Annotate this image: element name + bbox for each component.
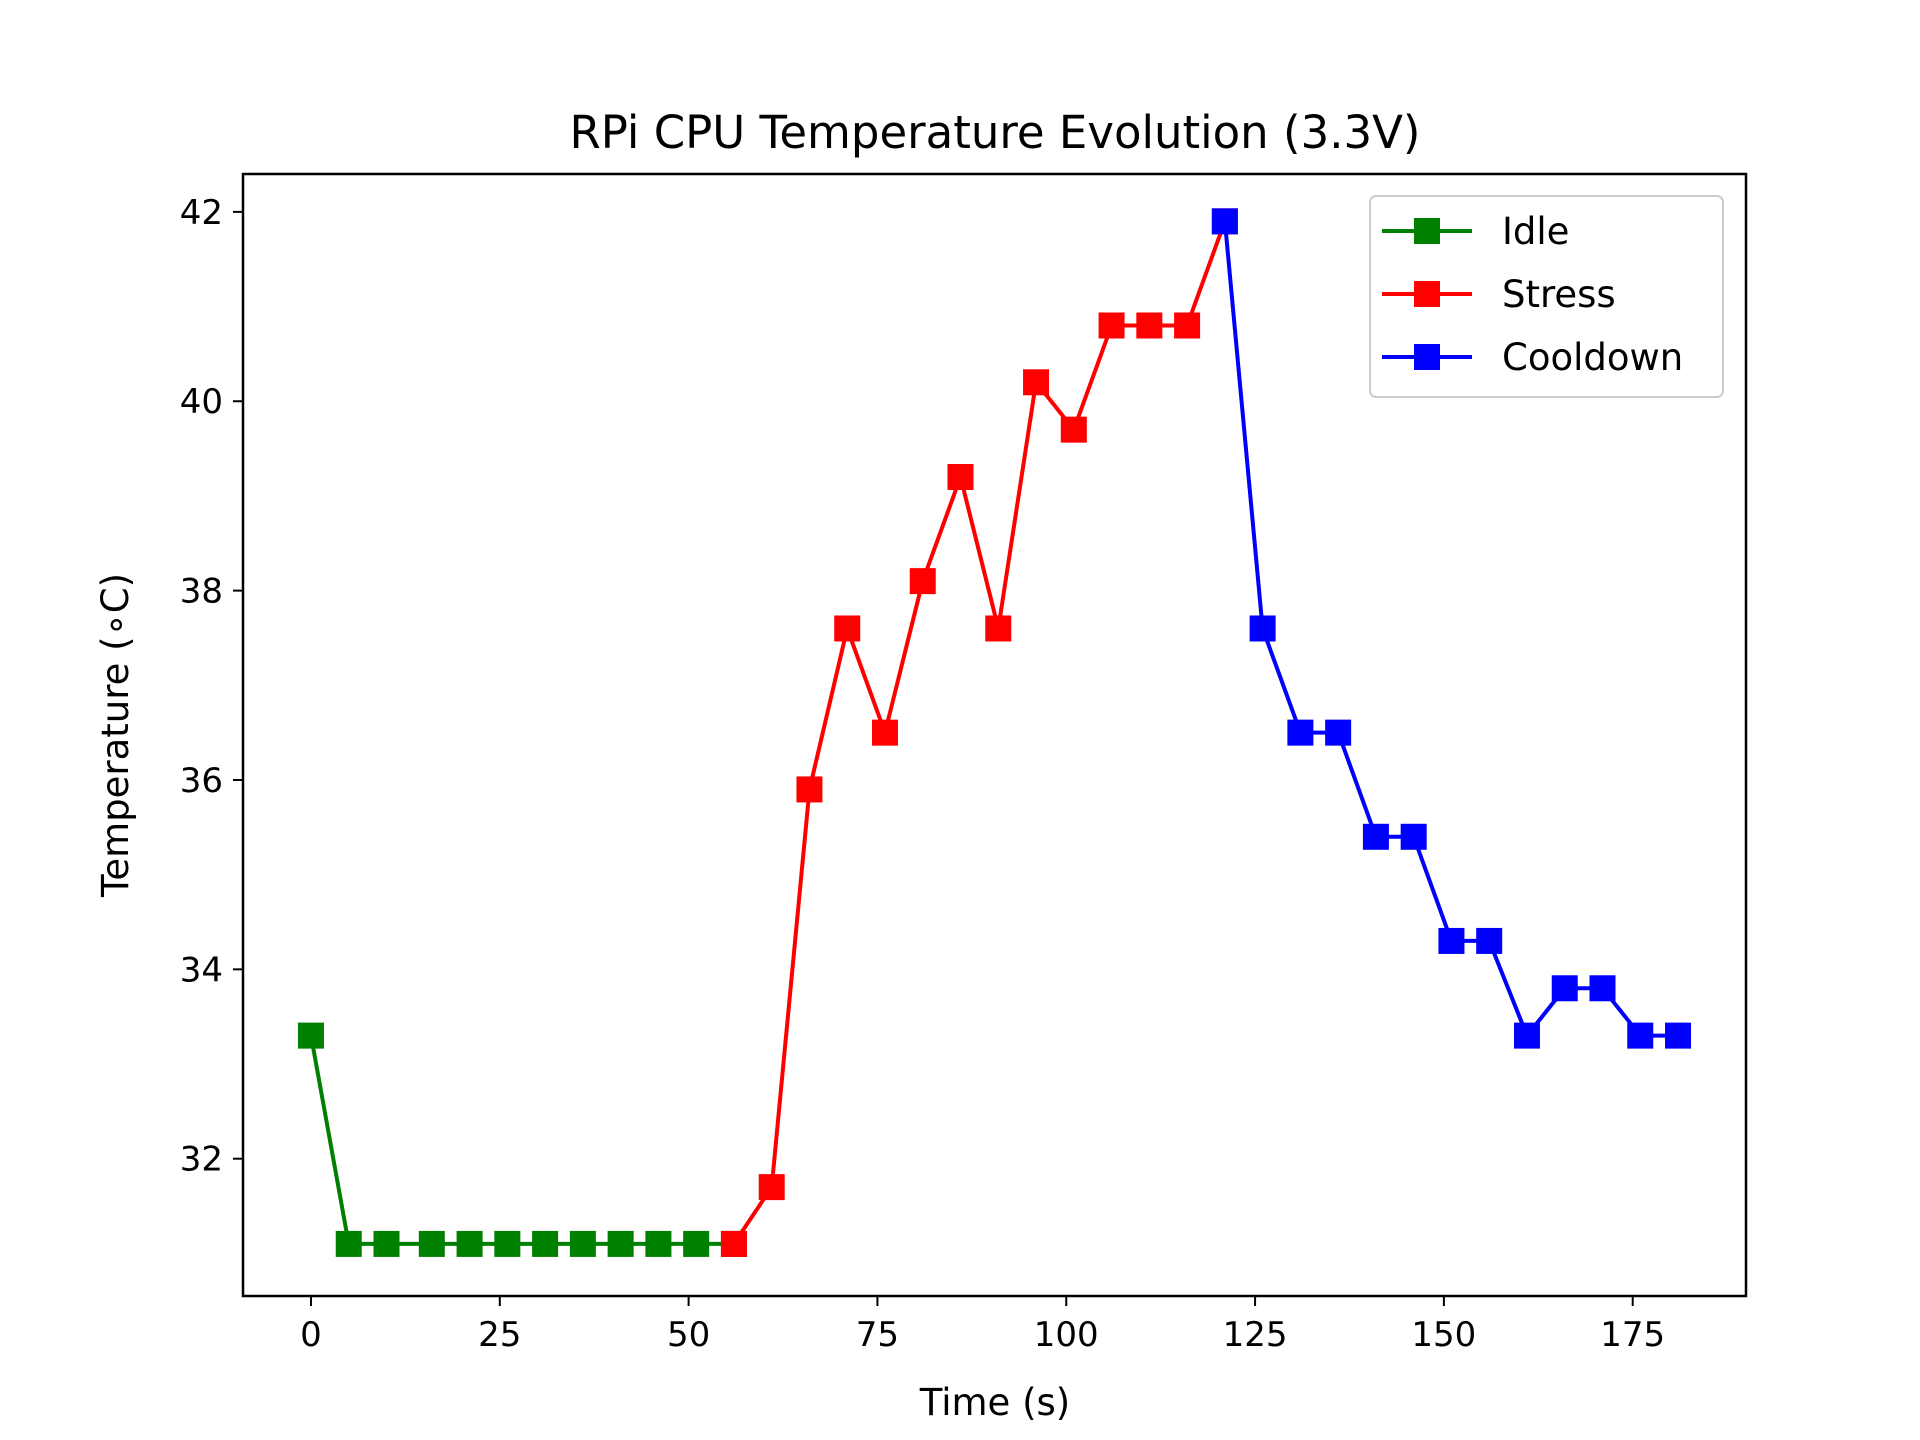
data-point [1325, 719, 1352, 746]
data-point [1400, 823, 1427, 850]
data-point [947, 463, 974, 490]
x-tick-label: 100 [1034, 1315, 1099, 1355]
data-point [1287, 719, 1314, 746]
data-point [373, 1230, 400, 1257]
data-point [1627, 1022, 1654, 1049]
legend-marker [1414, 344, 1440, 370]
data-point [456, 1230, 483, 1257]
y-tick-label: 34 [180, 950, 223, 990]
data-point [494, 1230, 521, 1257]
data-point [569, 1230, 596, 1257]
data-point [1211, 208, 1238, 235]
x-tick-label: 125 [1223, 1315, 1288, 1355]
legend-item: Stress [1382, 273, 1616, 316]
x-tick-label: 175 [1600, 1315, 1665, 1355]
data-point [1136, 312, 1163, 339]
data-point [1476, 927, 1503, 954]
legend-marker [1414, 281, 1440, 307]
y-tick-label: 38 [180, 572, 223, 612]
legend-item: Idle [1382, 210, 1569, 253]
x-tick-label: 25 [478, 1315, 521, 1355]
data-point [645, 1230, 672, 1257]
x-tick-label: 75 [856, 1315, 899, 1355]
data-point [1023, 369, 1050, 396]
legend-item: Cooldown [1382, 336, 1683, 379]
y-tick-label: 42 [180, 193, 223, 233]
data-point [758, 1174, 785, 1201]
data-point [1060, 416, 1087, 443]
data-point [418, 1230, 445, 1257]
data-point [1174, 312, 1201, 339]
data-point [871, 719, 898, 746]
legend-marker [1414, 218, 1440, 244]
data-point [1551, 975, 1578, 1002]
data-point [909, 568, 936, 595]
data-point [1362, 823, 1389, 850]
data-point [607, 1230, 634, 1257]
y-tick-label: 32 [180, 1140, 223, 1180]
y-axis: 32 34 36 38 40 42 [180, 193, 243, 1180]
plot-frame [241, 172, 1748, 1298]
x-axis: 0 25 50 75 100 125 150 175 [300, 1296, 1665, 1355]
data-point [1665, 1022, 1692, 1049]
data-point [532, 1230, 559, 1257]
x-axis-label: Time (s) [919, 1381, 1070, 1424]
x-tick-label: 50 [667, 1315, 710, 1355]
series-cooldown [1211, 208, 1692, 1049]
data-point [1098, 312, 1125, 339]
y-tick-label: 36 [180, 761, 223, 801]
series-stress [720, 208, 1238, 1257]
data-point [335, 1230, 362, 1257]
data-point [1513, 1022, 1540, 1049]
y-axis-label: Temperature (∘C) [94, 573, 137, 898]
data-point [796, 776, 823, 803]
data-point [834, 615, 861, 642]
chart-title: RPi CPU Temperature Evolution (3.3V) [570, 106, 1421, 159]
legend-label: Idle [1502, 210, 1569, 253]
data-point [720, 1230, 747, 1257]
legend: Idle Stress Cooldown [1369, 195, 1724, 398]
x-tick-label: 150 [1411, 1315, 1476, 1355]
data-point [297, 1022, 324, 1049]
x-tick-label: 0 [300, 1315, 322, 1355]
data-point [1438, 927, 1465, 954]
data-point [683, 1230, 710, 1257]
legend-label: Cooldown [1502, 336, 1683, 379]
y-tick-label: 40 [180, 382, 223, 422]
legend-label: Stress [1502, 273, 1616, 316]
data-point [985, 615, 1012, 642]
data-point [1249, 615, 1276, 642]
data-point [1589, 975, 1616, 1002]
legend-box [1369, 195, 1724, 398]
